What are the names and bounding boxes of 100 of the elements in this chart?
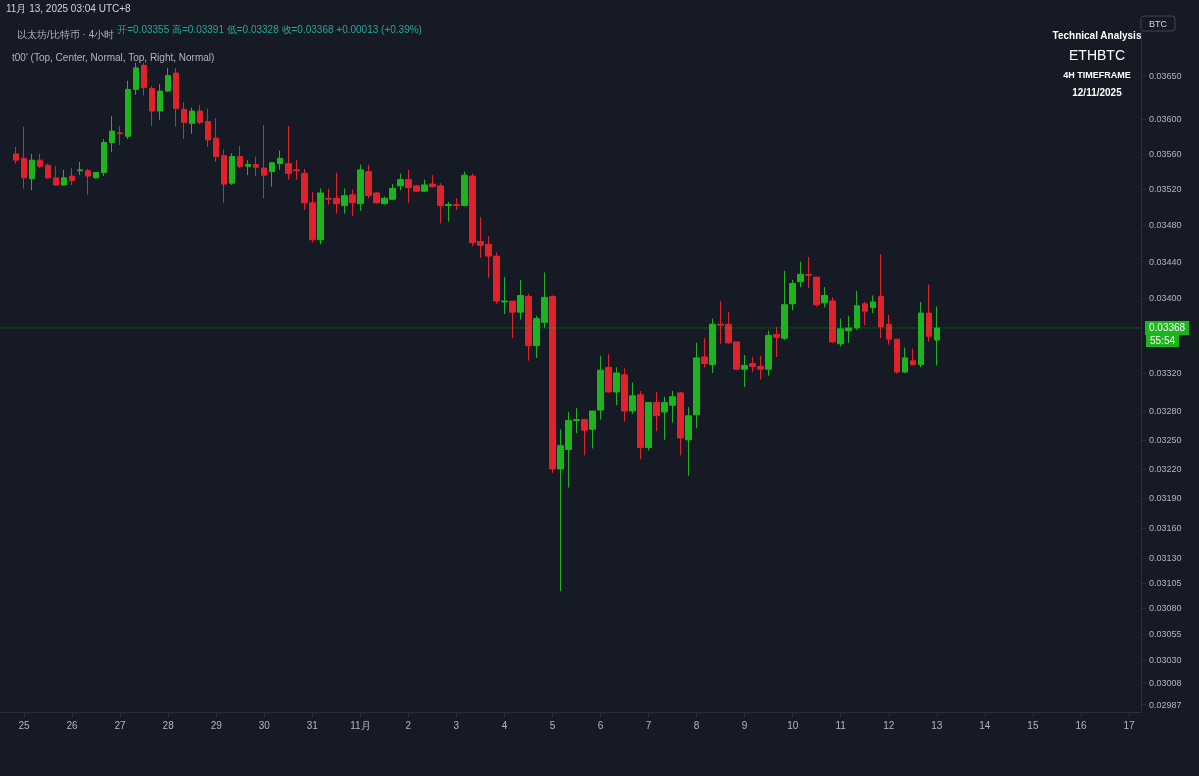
x-tick-label: 2	[405, 719, 412, 731]
y-tick-label: 0.03440	[1149, 256, 1182, 267]
candlestick	[501, 276, 508, 315]
candlestick	[21, 126, 27, 190]
candlestick	[229, 152, 235, 186]
x-tick-label: 6	[597, 719, 604, 731]
x-tick-label: 5	[549, 719, 556, 731]
text: 55:54	[1150, 335, 1176, 347]
candlestick	[870, 294, 876, 314]
candlestick	[125, 80, 131, 140]
candlestick	[173, 67, 179, 128]
candlestick	[341, 188, 348, 215]
candlestick	[165, 67, 171, 93]
candlestick	[685, 406, 692, 477]
candlestick	[157, 83, 163, 121]
candlestick	[677, 391, 684, 456]
candlestick	[509, 300, 516, 339]
candlestick	[926, 283, 932, 343]
x-tick-label: 30	[258, 719, 271, 731]
candlestick	[317, 188, 324, 245]
candlestick	[525, 293, 532, 362]
y-tick-label: 0.03008	[1149, 677, 1182, 688]
candlestick	[789, 279, 796, 311]
x-tick-label: 3	[453, 719, 460, 731]
annotation: 12/11/2025	[1072, 86, 1123, 98]
x-tick-label: 4	[501, 719, 508, 731]
candlestick	[637, 390, 644, 460]
x-tick-label: 14	[979, 719, 991, 731]
candlestick	[445, 201, 452, 223]
candlestick	[894, 338, 900, 375]
x-tick-label: 13	[931, 719, 943, 731]
candlestick	[821, 286, 828, 308]
y-tick-label: 0.03520	[1149, 184, 1182, 195]
candlestick	[653, 391, 660, 432]
candlestick	[805, 256, 812, 289]
candlestick	[101, 138, 107, 177]
candlestick	[261, 124, 267, 199]
candlestick	[581, 418, 588, 456]
y-tick-label: 0.03650	[1149, 70, 1182, 81]
candlestick	[245, 159, 251, 176]
x-tick-label: 25	[18, 719, 31, 731]
y-tick-label: 0.03105	[1149, 578, 1182, 589]
candlestick	[213, 117, 219, 163]
candlestick	[813, 276, 820, 308]
x-tick-label: 17	[1123, 719, 1135, 731]
y-tick-label: 0.03280	[1149, 406, 1182, 417]
candlestick	[645, 401, 652, 451]
candlestick	[29, 153, 35, 191]
candlestick	[61, 169, 67, 187]
candlestick	[862, 301, 868, 326]
candlestick	[765, 330, 772, 377]
candlestick	[517, 279, 524, 321]
candlestick	[53, 165, 59, 187]
ref-line-label: 0.03368	[1149, 322, 1186, 334]
candlestick	[701, 337, 708, 368]
x-tick-label: 29	[210, 719, 223, 731]
x-tick-label: 12	[883, 719, 895, 731]
candlestick	[918, 301, 924, 368]
x-tick-label: 7	[645, 719, 652, 731]
candlestick	[205, 107, 211, 148]
candlestick	[149, 85, 155, 127]
candlestick	[613, 366, 620, 406]
x-tick-label: 10	[787, 719, 799, 731]
x-tick-label: 26	[66, 719, 79, 731]
candlestick	[277, 149, 283, 171]
candlestick	[629, 381, 636, 415]
candlestick	[549, 294, 556, 474]
y-tick-label: 0.03080	[1149, 603, 1182, 614]
annotation: Technical Analysis	[1052, 29, 1142, 41]
candlestick	[237, 145, 243, 169]
candlestick	[878, 253, 884, 339]
candlestick	[854, 290, 860, 331]
annotation: 开=0.03355 高=0.03391 低=0.03328 收=0.03368 +0.00013 (+0.39%)	[117, 23, 422, 35]
y-tick-label: 0.03480	[1149, 220, 1182, 231]
text: 11月 13, 2025 03:04 UTC+8	[6, 2, 132, 14]
candlestick	[197, 104, 203, 125]
candlestick	[93, 172, 99, 180]
candlestick	[85, 168, 91, 196]
candlestick	[421, 179, 428, 193]
candlestick	[902, 347, 908, 374]
y-tick-label: 0.03190	[1149, 493, 1182, 504]
x-tick-label: 31	[306, 719, 319, 731]
y-tick-label: 0.03130	[1149, 552, 1182, 563]
y-tick-label: 0.03160	[1149, 522, 1182, 533]
y-tick-label: 0.03250	[1149, 434, 1182, 445]
candlestick	[109, 115, 115, 153]
candlestick	[357, 164, 364, 212]
x-tick-label: 8	[693, 719, 700, 731]
candlestick	[133, 62, 139, 96]
x-tick-label: 27	[114, 719, 127, 731]
candlestick	[934, 306, 940, 366]
x-tick-label: 16	[1075, 719, 1087, 731]
candlestick	[141, 62, 147, 96]
candlestick	[45, 163, 51, 180]
candlestick	[797, 261, 804, 288]
x-tick-label: 11月	[350, 719, 371, 731]
candlestick	[397, 172, 404, 191]
candlestick	[621, 367, 628, 423]
y-tick-label: 0.03560	[1149, 148, 1182, 159]
candlestick	[461, 171, 468, 207]
